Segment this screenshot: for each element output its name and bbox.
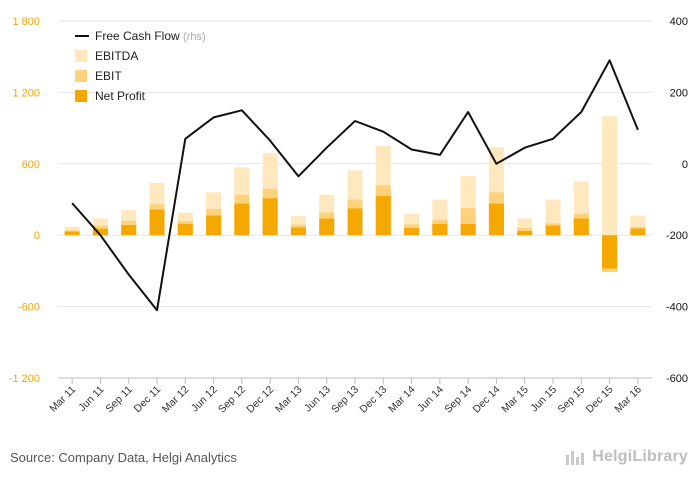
net-profit-bar [64,231,80,236]
x-tick-label: Sep 14 [442,384,474,416]
net-profit-bar [432,223,448,236]
source-note: Source: Company Data, Helgi Analytics [10,450,237,465]
x-tick-label: Sep 12 [216,384,248,416]
net-profit-bar [149,209,165,236]
x-tick-label: Dec 13 [357,384,389,416]
net-profit-bar [206,215,222,236]
net-profit-bar [234,203,250,236]
right-tick-label: 200 [670,87,688,99]
brand-text: HelgiLibrary [592,448,688,465]
x-tick-label: Mar 15 [499,384,531,416]
x-tick-label: Mar 11 [47,384,78,415]
net-profit-bar [545,225,561,236]
net-profit-bar [177,223,193,236]
legend-ebit-bar-swatch [75,70,87,82]
bars [64,116,646,273]
fcf-line [71,59,639,312]
right-tick-label: 0 [682,159,688,171]
left-tick-label: 1 800 [12,16,40,28]
net-profit-bar [121,225,137,236]
legend-ebitda-bar-swatch [75,50,87,62]
net-profit-bar [262,198,278,236]
free-cash-flow-line [71,59,639,312]
legend-net-profit-bar-label: Net Profit [95,89,146,103]
ebitda-bar [602,116,618,236]
legend-fcf-label: Free Cash Flow (rhs) [95,29,206,43]
left-tick-label: 0 [34,230,40,242]
x-tick-label: Sep 11 [103,384,135,416]
x-tick-label: Jun 15 [528,384,559,415]
x-tick-label: Jun 14 [415,384,446,415]
x-tick-label: Jun 11 [76,384,106,414]
left-tick-label: 600 [22,159,40,171]
legend-net-profit-bar-swatch [75,90,87,102]
x-tick-label: Mar 16 [612,384,644,416]
x-tick-label: Dec 15 [584,384,616,416]
left-tick-label: -600 [18,302,40,314]
x-tick-label: Dec 14 [471,384,503,416]
left-axis: 1 800 1 200 600 0 -600 -1 200 [9,16,40,385]
right-tick-label: -600 [666,373,688,385]
net-profit-bar [488,203,504,236]
legend-ebit-bar-label: EBIT [95,69,122,83]
left-tick-label: -1 200 [9,373,40,385]
x-tick-label: Mar 12 [160,384,192,416]
net-profit-bar [404,228,420,236]
net-profit-bar [573,218,589,236]
net-profit-bar [630,228,646,236]
x-tick-label: Dec 12 [244,384,276,416]
x-tick-label: Sep 15 [555,384,587,416]
net-profit-bar [602,235,618,269]
legend-fcf-suffix: (rhs) [183,31,206,43]
net-profit-bar [375,195,391,236]
brand-logo: HelgiLibrary [566,448,688,466]
right-tick-label: -400 [666,302,688,314]
net-profit-bar [460,223,476,236]
x-tick-label: Mar 13 [273,384,305,416]
x-tick-label: Dec 11 [132,384,164,416]
x-tick-label: Mar 14 [386,384,418,416]
net-profit-bar [517,231,533,236]
right-tick-label: 400 [670,16,688,28]
legend: Free Cash Flow (rhs) EBITDA EBIT Net Profit [75,29,206,103]
x-tick-label: Jun 12 [189,384,220,415]
library-icon [566,449,588,465]
left-tick-label: 1 200 [12,87,40,99]
net-profit-bar [92,228,108,236]
net-profit-bar [319,218,335,236]
net-profit-bar [290,227,306,236]
right-axis: 400 200 0 -200 -400 -600 [666,16,688,385]
right-tick-label: -200 [666,230,688,242]
x-tick-label: Jun 13 [302,384,333,415]
legend-ebitda-bar-label: EBITDA [95,49,138,63]
net-profit-bar [347,208,363,236]
x-tick-label: Sep 13 [329,384,361,416]
